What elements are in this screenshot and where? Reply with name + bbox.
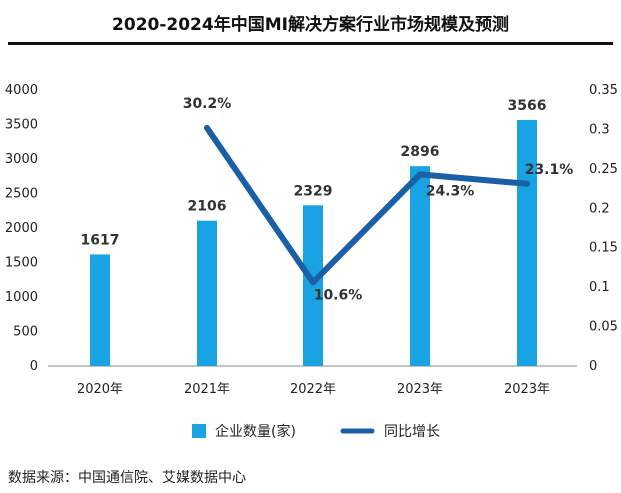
bar-value-label: 2329 [294,183,333,199]
line-value-label: 10.6% [314,287,363,303]
bar-value-label: 1617 [81,232,120,248]
source-note: 数据来源：中国通信院、艾媒数据中心 [8,470,246,486]
right-axis: 0 0.05 0.1 0.15 0.2 0.25 0.3 0.35 [589,83,618,374]
left-tick-label: 4000 [5,83,38,98]
left-tick-label: 0 [30,359,38,374]
bar-series: 1617 2106 2329 2896 3566 [81,98,547,366]
bar [517,119,537,366]
left-tick-label: 2000 [5,221,38,236]
right-tick-label: 0.05 [589,320,618,335]
right-tick-label: 0.1 [589,280,610,295]
right-tick-label: 0 [589,359,597,374]
right-tick-label: 0.3 [589,122,610,137]
right-tick-label: 0.15 [589,241,618,256]
left-tick-label: 1500 [5,256,38,271]
x-tick-label: 2023年 [397,382,443,397]
x-tick-label: 2020年 [77,382,123,397]
right-tick-label: 0.2 [589,201,610,216]
right-tick-label: 0.25 [589,162,618,177]
legend: 企业数量(家) 同比增长 [192,423,440,440]
x-tick-label: 2023年 [504,382,550,397]
bar [90,254,110,366]
bar-value-label: 2106 [188,199,227,215]
bar [197,220,217,366]
x-tick-label: 2021年 [184,382,230,397]
left-tick-label: 3000 [5,152,38,167]
left-tick-label: 1000 [5,290,38,305]
bar [410,166,430,366]
line-value-label: 24.3% [426,183,475,199]
left-tick-label: 2500 [5,187,38,202]
left-tick-label: 3500 [5,118,38,133]
left-axis: 0 500 1000 1500 2000 2500 3000 3500 4000 [5,83,38,374]
x-tick-labels: 2020年 2021年 2022年 2023年 2023年 [77,382,550,397]
legend-line-label: 同比增长 [384,424,440,440]
bar-value-label: 3566 [508,98,547,114]
line-value-label: 23.1% [525,162,574,178]
bar-value-label: 2896 [401,144,440,160]
left-tick-label: 500 [13,325,38,340]
chart-title: 2020-2024年中国MI解决方案行业市场规模及预测 [112,15,509,35]
line-series: 30.2% 10.6% 24.3% 23.1% [183,96,574,304]
title-divider [8,42,613,45]
line-value-label: 30.2% [183,96,232,112]
right-tick-label: 0.35 [589,83,618,98]
bar [303,205,323,366]
growth-line [204,124,530,286]
legend-bar-label: 企业数量(家) [215,423,296,440]
legend-bar-swatch [192,424,206,438]
x-tick-label: 2022年 [290,382,336,397]
